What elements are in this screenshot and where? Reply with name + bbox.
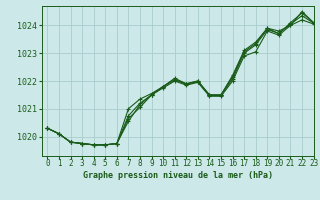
X-axis label: Graphe pression niveau de la mer (hPa): Graphe pression niveau de la mer (hPa) [83, 171, 273, 180]
